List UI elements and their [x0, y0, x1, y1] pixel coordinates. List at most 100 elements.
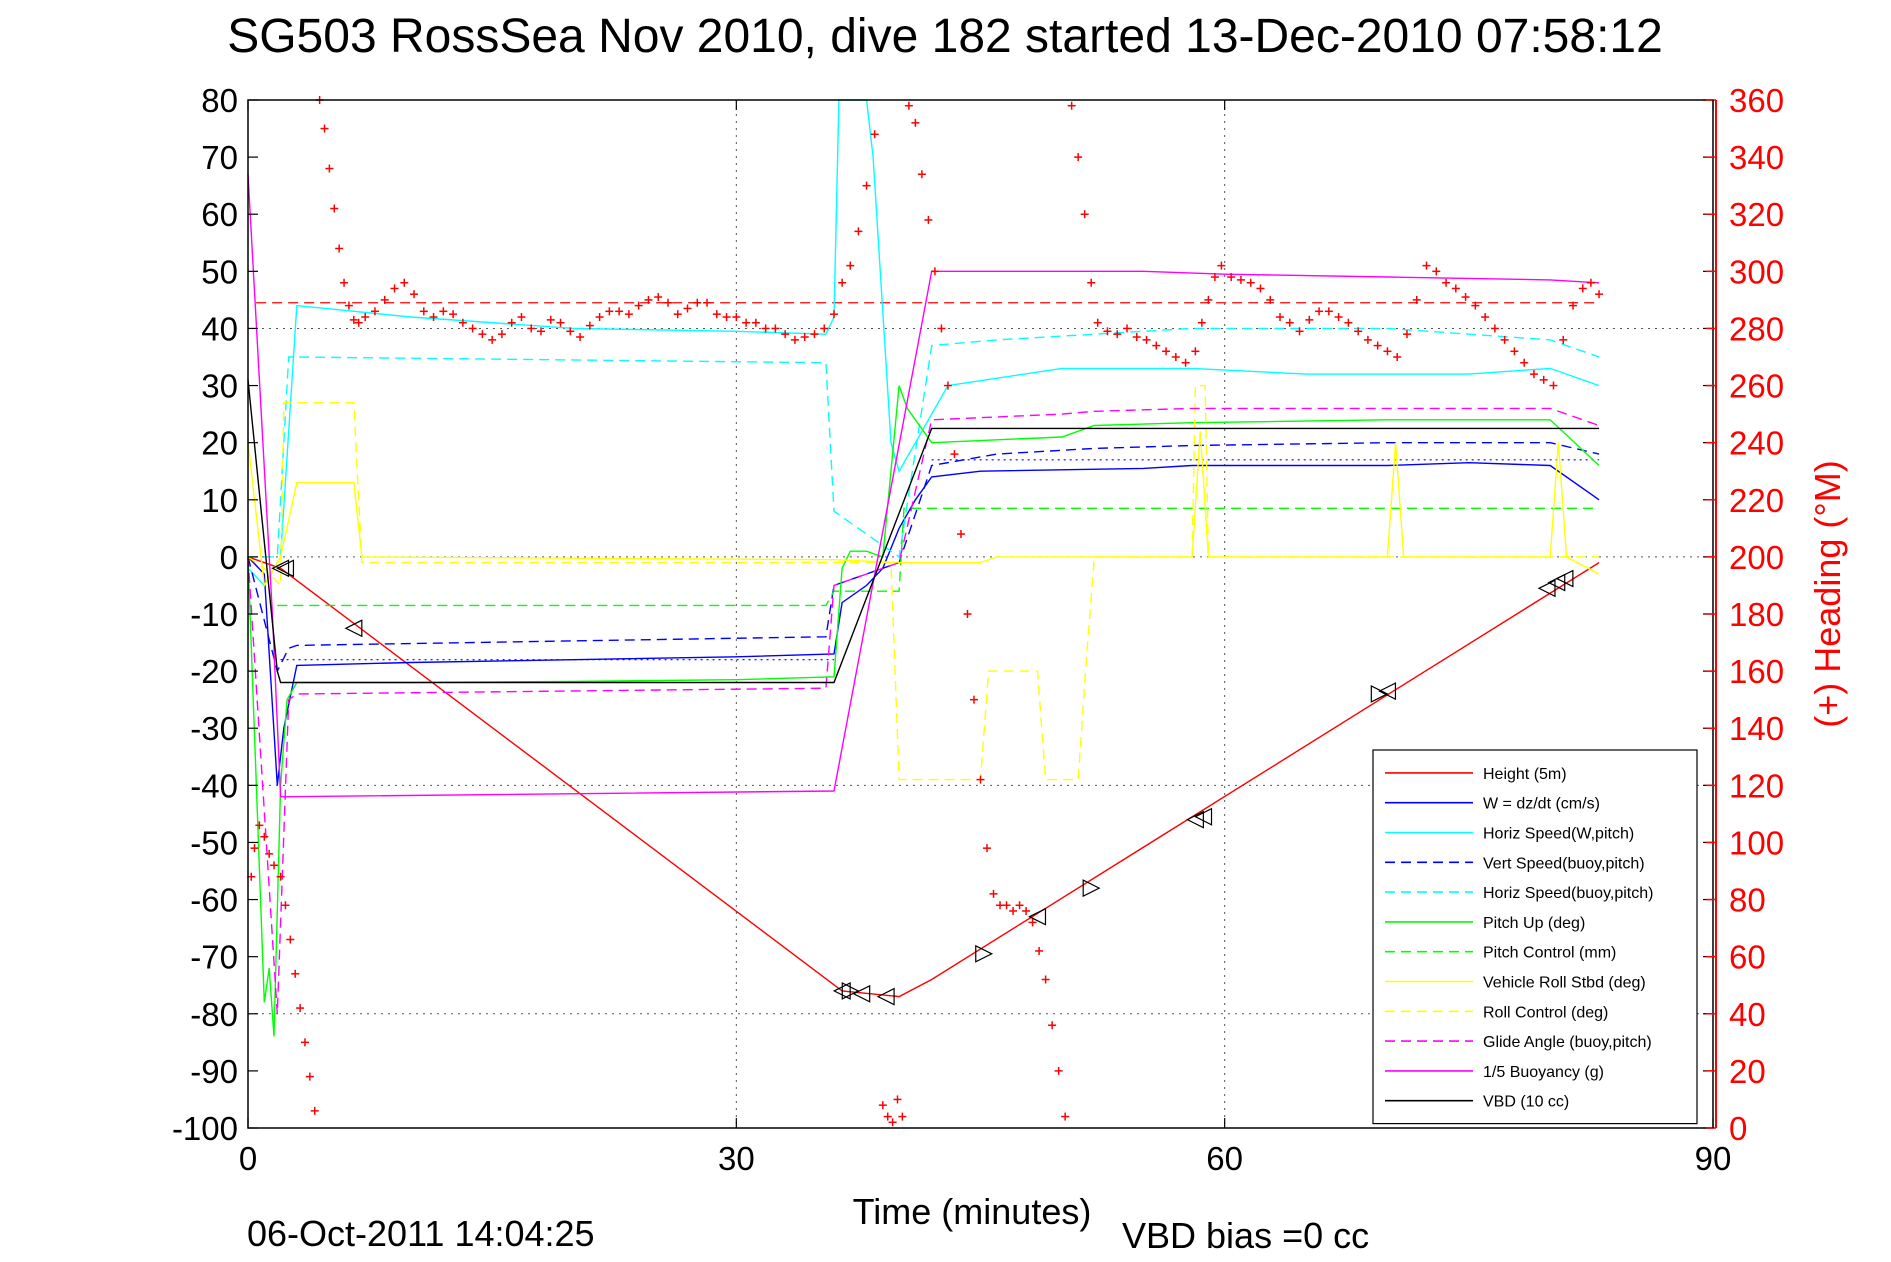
right-tick-label: 160	[1729, 653, 1784, 690]
heading-point	[1028, 918, 1037, 927]
heading-point	[989, 889, 998, 898]
heading-point	[1123, 324, 1131, 333]
series-line-2	[247, 99, 1600, 587]
heading-point	[390, 284, 399, 293]
triangle-marker	[1194, 807, 1213, 826]
heading-point	[781, 330, 790, 339]
triangle-marker	[876, 987, 895, 1006]
right-tick-label: 260	[1729, 368, 1784, 405]
left-tick-label: 60	[201, 196, 238, 233]
right-tick-label: 220	[1729, 482, 1784, 519]
heading-point	[330, 204, 339, 213]
right-tick-label: 240	[1729, 425, 1784, 462]
series-line-11	[247, 379, 1600, 684]
heading-point	[335, 244, 344, 253]
heading-point	[478, 330, 487, 339]
heading-point	[722, 313, 731, 322]
heading-point	[305, 1072, 314, 1081]
heading-point	[1481, 313, 1490, 322]
heading-point	[790, 335, 799, 344]
heading-point	[1002, 901, 1011, 910]
heading-point	[1490, 324, 1499, 333]
heading-point	[380, 295, 389, 304]
heading-point	[300, 1038, 309, 1047]
legend-entry: Roll Control (deg)	[1483, 1004, 1608, 1021]
heading-point	[419, 307, 428, 316]
left-tick-label: -10	[190, 596, 238, 633]
heading-point	[1048, 1021, 1057, 1030]
heading-point	[1295, 327, 1304, 336]
legend-entry: Glide Angle (buoy,pitch)	[1483, 1034, 1652, 1051]
left-tick-label: 10	[201, 482, 238, 519]
heading-point	[943, 381, 952, 390]
heading-point	[1285, 318, 1294, 327]
heading-point	[870, 130, 879, 139]
legend-entry: VBD (10 cc)	[1483, 1094, 1569, 1111]
heading-point	[340, 278, 349, 287]
heading-point	[1305, 315, 1314, 324]
x-tick-label: 90	[1695, 1140, 1732, 1177]
chart-title: SG503 RossSea Nov 2010, dive 182 started…	[227, 10, 1663, 63]
heading-point	[751, 318, 760, 327]
heading-point	[654, 293, 663, 302]
heading-point	[1334, 313, 1343, 322]
heading-point	[888, 1118, 897, 1127]
heading-point	[1093, 318, 1102, 327]
left-tick-label: -70	[190, 939, 238, 976]
heading-point	[344, 301, 353, 310]
heading-point	[1191, 347, 1200, 356]
heading-point	[930, 267, 939, 276]
heading-point	[846, 261, 855, 270]
heading-point	[854, 227, 863, 236]
heading-point	[1354, 327, 1363, 336]
triangle-marker	[271, 559, 290, 578]
heading-point	[296, 1004, 305, 1013]
triangle-marker	[852, 984, 871, 1003]
legend-box	[1372, 749, 1698, 1125]
heading-point	[1197, 318, 1206, 327]
heading-point	[911, 118, 920, 127]
heading-point	[1276, 313, 1285, 322]
footer-vbd-bias: VBD bias =0 cc	[1122, 1215, 1369, 1256]
legend-entry: Pitch Up (deg)	[1483, 915, 1585, 932]
heading-point	[838, 278, 847, 287]
series-line-10	[247, 174, 1600, 798]
legend-entry: Pitch Control (mm)	[1483, 945, 1616, 962]
series-line-3	[247, 442, 1600, 674]
triangle-marker	[276, 559, 295, 578]
heading-point	[1402, 330, 1411, 339]
left-tick-label: 40	[201, 310, 238, 347]
heading-point	[595, 313, 604, 322]
heading-point	[1442, 278, 1451, 287]
heading-point	[615, 307, 624, 316]
heading-point	[1227, 273, 1236, 282]
right-tick-label: 300	[1729, 253, 1784, 290]
heading-point	[1500, 335, 1509, 344]
left-tick-label: 70	[201, 139, 238, 176]
heading-point	[1152, 341, 1161, 350]
heading-point	[1067, 101, 1076, 110]
left-tick-label: -60	[190, 882, 238, 919]
heading-point	[1181, 358, 1190, 367]
heading-point	[1113, 330, 1122, 339]
triangle-marker	[1537, 579, 1556, 598]
heading-point	[904, 101, 913, 110]
heading-point	[1422, 261, 1431, 270]
triangle-marker	[1082, 879, 1101, 898]
left-tick-label: 80	[201, 82, 238, 119]
heading-point	[1559, 335, 1568, 344]
heading-point	[1022, 906, 1031, 915]
heading-point	[983, 844, 992, 853]
heading-point	[742, 318, 751, 327]
heading-point	[458, 318, 467, 327]
heading-point	[893, 1095, 902, 1104]
heading-point	[576, 333, 585, 342]
heading-point	[1217, 261, 1226, 270]
left-tick-label: 30	[201, 368, 238, 405]
heading-point	[361, 313, 370, 322]
heading-point	[663, 298, 672, 307]
heading-point	[286, 935, 295, 944]
right-tick-label: 340	[1729, 139, 1784, 176]
heading-point	[1569, 301, 1578, 310]
heading-point	[898, 1112, 907, 1121]
